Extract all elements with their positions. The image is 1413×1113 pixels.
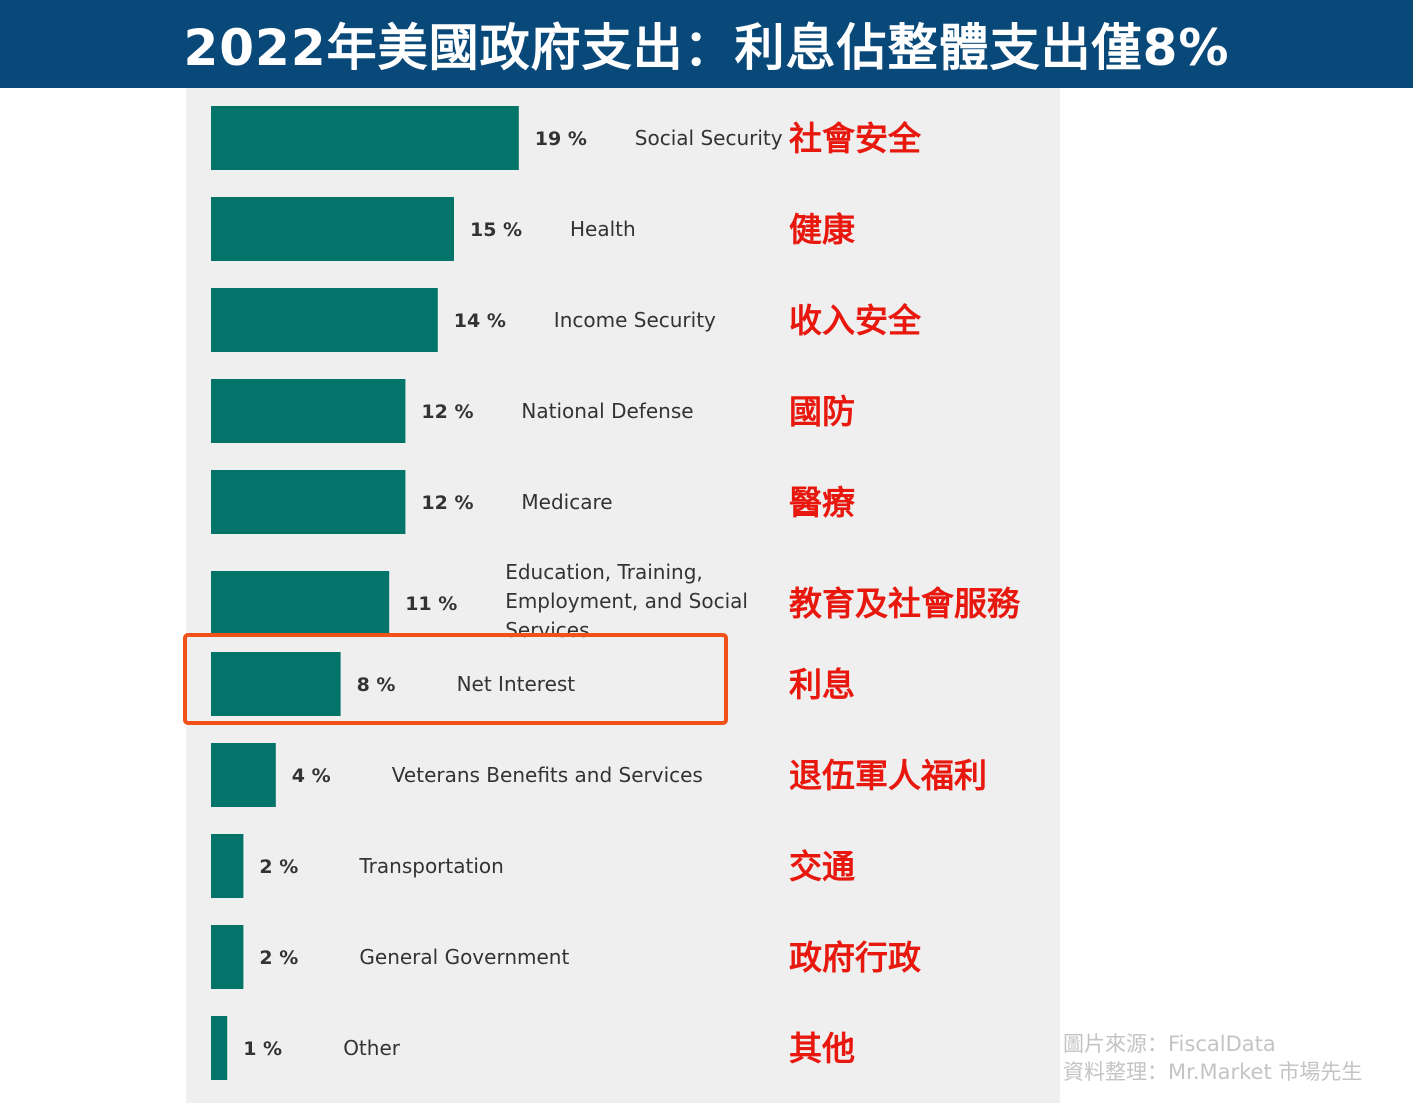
bar-national-defense (211, 379, 406, 443)
category-label-social-security: Social Security (635, 126, 783, 150)
bar-medicare (211, 470, 406, 534)
category-label-veterans-benefits-and-services: Veterans Benefits and Services (392, 763, 703, 787)
translation-net-interest: 利息 (789, 665, 855, 704)
title-bar: 2022年美國政府支出：利息佔整體支出僅8% (0, 0, 1413, 88)
value-label-transportation: 2 % (259, 856, 298, 878)
value-label-net-interest: 8 % (357, 674, 396, 696)
category-label-income-security: Income Security (554, 308, 716, 332)
category-label-education-training-employment-and-social-services: Education, Training, Employment, and Soci… (505, 560, 748, 642)
value-label-medicare: 12 % (421, 492, 473, 514)
bar-income-security (211, 288, 438, 352)
translation-social-security: 社會安全 (789, 119, 922, 158)
value-label-veterans-benefits-and-services: 4 % (292, 765, 331, 787)
translation-veterans-benefits-and-services: 退伍軍人福利 (789, 756, 987, 795)
source-credit: 圖片來源：FiscalData (1063, 1032, 1276, 1056)
chart-title: 2022年美國政府支出：利息佔整體支出僅8% (183, 19, 1230, 77)
bar-veterans-benefits-and-services (211, 743, 276, 807)
compiled-by-credit: 資料整理：Mr.Market 市場先生 (1063, 1060, 1363, 1084)
translation-income-security: 收入安全 (789, 301, 922, 340)
bar-general-government (211, 925, 244, 989)
category-label-general-government: General Government (359, 945, 569, 969)
value-label-social-security: 19 % (535, 128, 587, 150)
translation-education-training-employment-and-social-services: 教育及社會服務 (789, 584, 1021, 623)
bar-transportation (211, 834, 244, 898)
translation-national-defense: 國防 (789, 392, 855, 431)
value-label-education-training-employment-and-social-services: 11 % (405, 593, 457, 615)
bar-net-interest (211, 652, 341, 716)
translation-transportation: 交通 (789, 847, 855, 886)
bar-social-security (211, 106, 519, 170)
highlight-box-net-interest (183, 633, 728, 725)
translation-general-government: 政府行政 (789, 938, 921, 977)
translation-medicare: 醫療 (789, 483, 856, 522)
value-label-income-security: 14 % (454, 310, 506, 332)
value-label-general-government: 2 % (259, 947, 298, 969)
category-label-transportation: Transportation (358, 854, 503, 878)
bar-health (211, 197, 454, 261)
value-label-other: 1 % (243, 1038, 282, 1060)
value-label-health: 15 % (470, 219, 522, 241)
translation-other: 其他 (789, 1029, 855, 1068)
bar-education-training-employment-and-social-services (211, 571, 390, 635)
category-label-medicare: Medicare (521, 490, 612, 514)
category-label-national-defense: National Defense (521, 399, 693, 423)
value-label-national-defense: 12 % (421, 401, 473, 423)
category-label-net-interest: Net Interest (457, 672, 576, 696)
category-label-other: Other (343, 1036, 401, 1060)
translation-health: 健康 (789, 210, 856, 249)
category-label-health: Health (570, 217, 636, 241)
bar-other (211, 1016, 228, 1080)
